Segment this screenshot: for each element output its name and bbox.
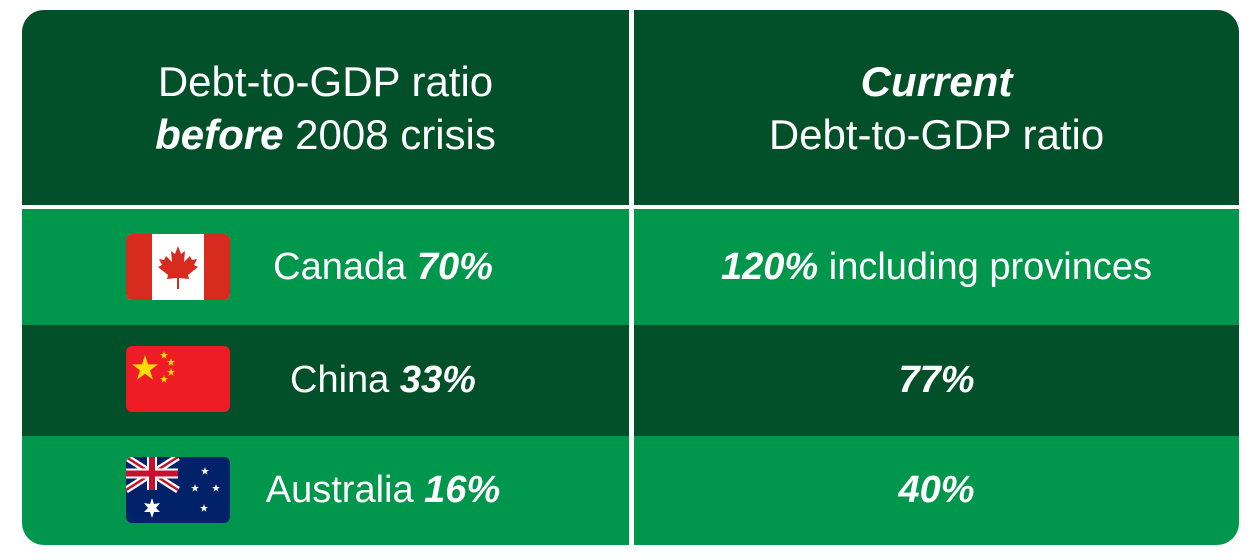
china-flag-icon bbox=[126, 346, 230, 412]
current-value: 40% bbox=[898, 469, 975, 511]
row-australia-label-wrap: Australia 16% bbox=[222, 436, 544, 545]
row-australia-right: 40% bbox=[634, 436, 1239, 545]
current-value: 120% bbox=[721, 245, 819, 288]
row-australia-left: Australia 16% bbox=[22, 436, 629, 545]
header-right-line1: Current bbox=[769, 55, 1104, 108]
header-left-cell: Debt-to-GDP ratio before 2008 crisis bbox=[22, 10, 629, 205]
row-china-current: 77% bbox=[898, 359, 974, 402]
header-left-title: Debt-to-GDP ratio before 2008 crisis bbox=[155, 55, 496, 161]
canada-flag-icon bbox=[126, 234, 230, 300]
row-canada-label-wrap: Canada 70% bbox=[222, 209, 544, 325]
before-value: 33% bbox=[399, 359, 476, 401]
header-right-title: Current Debt-to-GDP ratio bbox=[769, 55, 1104, 161]
header-right-emphasis: Current bbox=[860, 57, 1013, 105]
header-left-emphasis: before bbox=[155, 110, 284, 158]
header-right-cell: Current Debt-to-GDP ratio bbox=[634, 10, 1239, 205]
current-note: including provinces bbox=[828, 245, 1152, 288]
row-canada-left: Canada 70% bbox=[22, 209, 629, 325]
australia-flag-icon bbox=[126, 457, 230, 523]
row-china-label-wrap: China 33% bbox=[222, 325, 544, 436]
country-name: Australia bbox=[265, 469, 414, 511]
before-value: 70% bbox=[416, 245, 493, 288]
header-right-line2: Debt-to-GDP ratio bbox=[768, 110, 1105, 158]
country-name: Canada bbox=[273, 245, 407, 288]
row-china-label: China 33% bbox=[290, 359, 476, 402]
country-name: China bbox=[290, 359, 390, 401]
row-canada-right: 120% including provinces bbox=[634, 209, 1239, 325]
current-value: 77% bbox=[898, 359, 975, 401]
row-canada-label: Canada 70% bbox=[273, 246, 493, 289]
row-australia-label: Australia 16% bbox=[266, 469, 500, 512]
debt-comparison-table: Debt-to-GDP ratio before 2008 crisis Cur… bbox=[22, 10, 1239, 545]
header-left-line2-rest: 2008 crisis bbox=[295, 110, 496, 158]
row-china-left: China 33% bbox=[22, 325, 629, 436]
row-china-right: 77% bbox=[634, 325, 1239, 436]
row-canada-current: 120% including provinces bbox=[721, 246, 1152, 289]
before-value: 16% bbox=[424, 469, 501, 511]
row-australia-current: 40% bbox=[898, 469, 974, 512]
header-left-line1: Debt-to-GDP ratio bbox=[157, 57, 494, 105]
header-left-line2: before 2008 crisis bbox=[155, 108, 496, 161]
